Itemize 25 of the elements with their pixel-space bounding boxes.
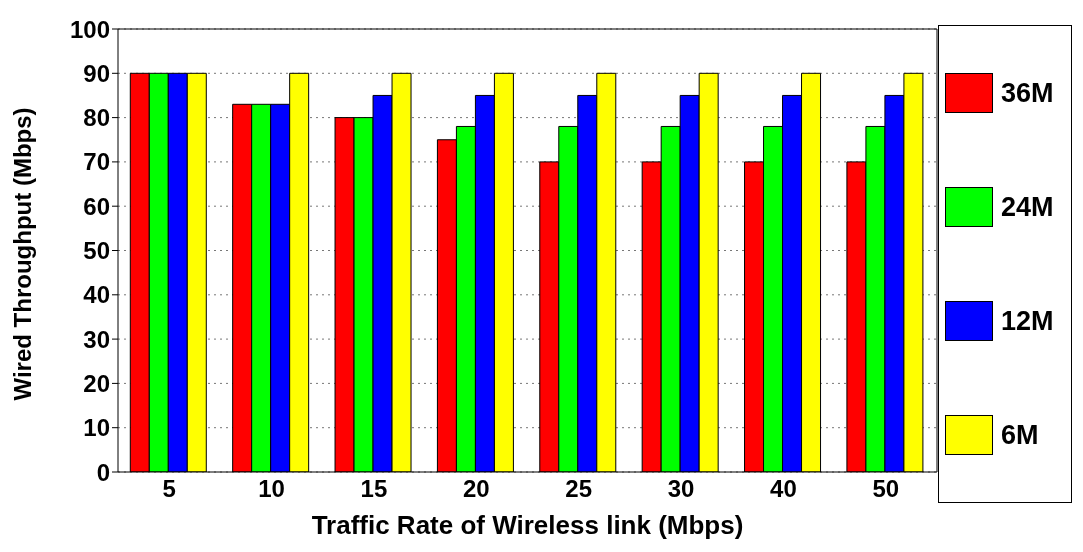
legend-label: 36M (1001, 77, 1054, 109)
y-tick-label: 100 (69, 15, 110, 43)
y-tick-label: 90 (83, 59, 110, 87)
y-tick-label: 10 (83, 414, 110, 442)
y-tick-label: 50 (83, 237, 110, 265)
y-tick-label: 30 (83, 325, 110, 353)
y-tick-label: 20 (83, 369, 110, 397)
x-axis-title: Traffic Rate of Wireless link (Mbps) (311, 510, 744, 540)
legend-label: 12M (1001, 305, 1054, 337)
x-tick-label: 10 (258, 475, 285, 503)
x-tick-label: 50 (872, 475, 900, 503)
y-tick-label: 60 (83, 192, 110, 220)
x-tick-label: 5 (162, 475, 176, 503)
x-tick-label: 30 (667, 475, 695, 503)
y-axis-title: Wired Throughput (Mbps) (8, 107, 36, 401)
x-tick-label: 20 (462, 475, 490, 503)
x-tick-label: 40 (770, 475, 797, 503)
y-tick-label: 70 (83, 148, 110, 176)
legend-label: 6M (1001, 419, 1039, 451)
y-tick-label: 80 (83, 104, 110, 132)
y-tick-label: 40 (83, 281, 110, 309)
y-tick-label: 0 (96, 458, 110, 486)
x-tick-label: 15 (360, 475, 388, 503)
x-tick-label: 25 (565, 475, 593, 503)
legend-label: 24M (1001, 191, 1054, 223)
